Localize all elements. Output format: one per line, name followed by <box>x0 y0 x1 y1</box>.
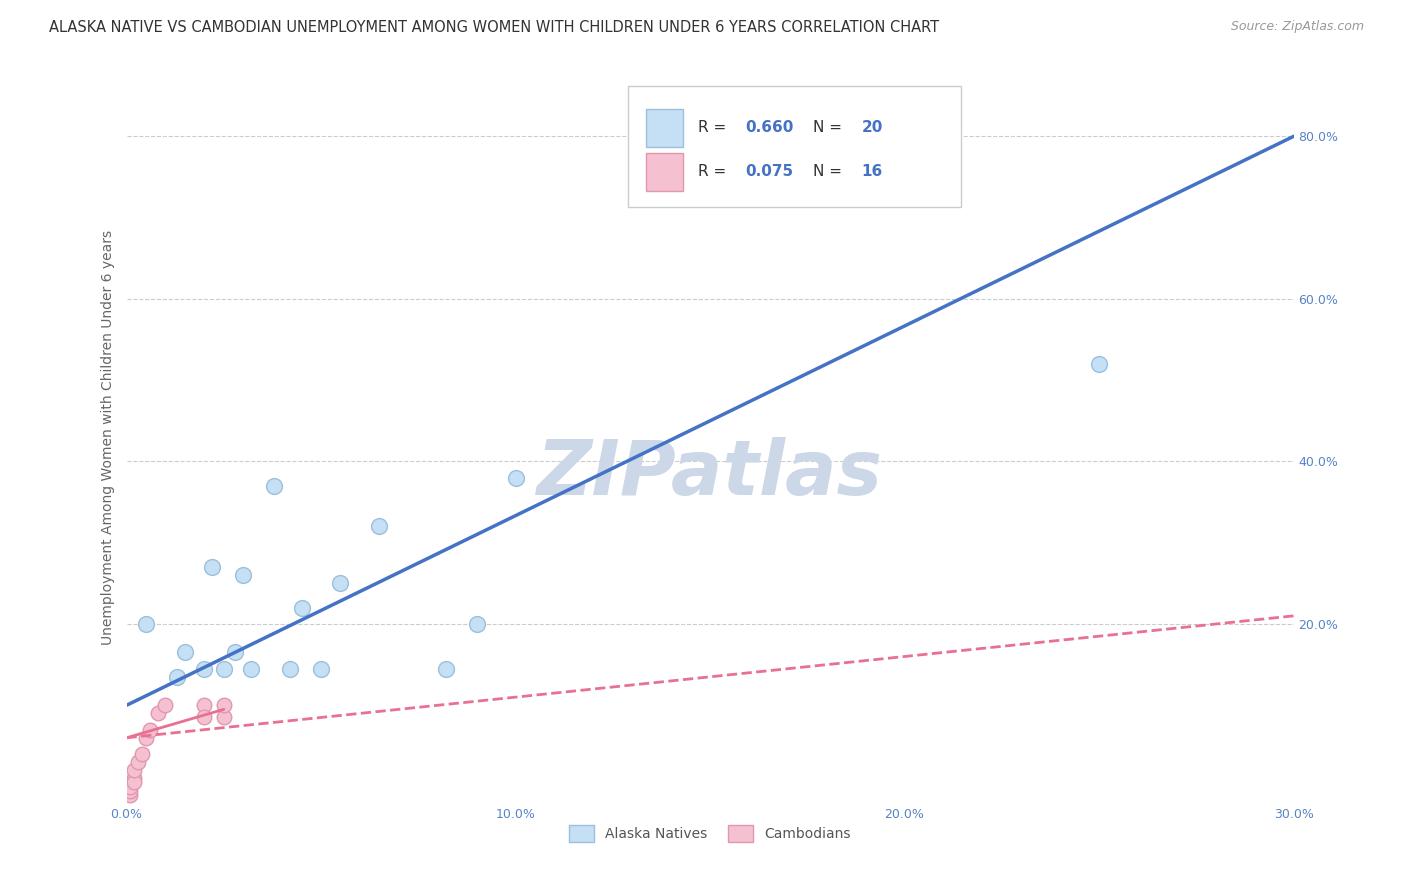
Point <box>124 775 146 789</box>
Point <box>505 471 527 485</box>
Point <box>329 576 352 591</box>
Point <box>124 772 146 786</box>
Text: R =: R = <box>699 120 731 136</box>
Bar <box>645 153 683 191</box>
Point <box>193 710 215 724</box>
Point <box>135 731 157 745</box>
Point <box>166 670 188 684</box>
Point <box>212 662 235 676</box>
Point <box>263 479 285 493</box>
Point <box>212 710 235 724</box>
Text: 20: 20 <box>862 120 883 136</box>
Point <box>232 568 254 582</box>
Point <box>224 645 246 659</box>
Text: 16: 16 <box>862 164 883 179</box>
Point <box>290 600 312 615</box>
Point <box>776 145 799 160</box>
Point <box>193 698 215 713</box>
Point <box>120 783 142 797</box>
Text: ALASKA NATIVE VS CAMBODIAN UNEMPLOYMENT AMONG WOMEN WITH CHILDREN UNDER 6 YEARS : ALASKA NATIVE VS CAMBODIAN UNEMPLOYMENT … <box>49 20 939 35</box>
Point <box>309 662 332 676</box>
Point <box>1088 357 1111 371</box>
Text: N =: N = <box>813 164 846 179</box>
Point <box>434 662 457 676</box>
Point <box>124 764 146 778</box>
Point <box>146 706 169 721</box>
Point <box>120 780 142 794</box>
Point <box>212 698 235 713</box>
Point <box>139 723 162 737</box>
Text: N =: N = <box>813 120 846 136</box>
Point <box>127 755 149 769</box>
Text: R =: R = <box>699 164 731 179</box>
Point <box>174 645 197 659</box>
Text: Source: ZipAtlas.com: Source: ZipAtlas.com <box>1230 20 1364 33</box>
Legend: Alaska Natives, Cambodians: Alaska Natives, Cambodians <box>564 819 856 847</box>
Bar <box>645 109 683 146</box>
Point <box>120 788 142 802</box>
Point <box>135 617 157 632</box>
Text: ZIPatlas: ZIPatlas <box>537 437 883 510</box>
Point <box>155 698 177 713</box>
FancyBboxPatch shape <box>628 86 960 207</box>
Text: 0.075: 0.075 <box>745 164 793 179</box>
Point <box>368 519 391 533</box>
Point <box>278 662 301 676</box>
Point <box>201 560 224 574</box>
Point <box>465 617 488 632</box>
Point <box>240 662 263 676</box>
Y-axis label: Unemployment Among Women with Children Under 6 years: Unemployment Among Women with Children U… <box>101 229 115 645</box>
Text: 0.660: 0.660 <box>745 120 793 136</box>
Point <box>131 747 153 761</box>
Point <box>193 662 215 676</box>
